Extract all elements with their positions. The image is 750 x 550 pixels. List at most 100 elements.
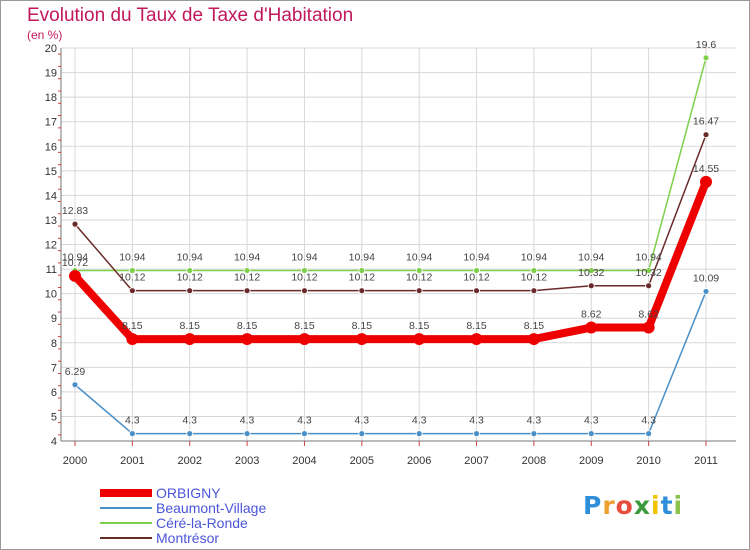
data-point-beaumont-village <box>128 430 136 438</box>
data-point-montresor <box>186 287 194 295</box>
legend-label-orbigny: ORBIGNY <box>156 484 221 501</box>
data-point-montresor <box>702 131 710 139</box>
legend-item-beaumont-village[interactable]: Beaumont-Village <box>100 499 267 516</box>
data-label-orbigny: 8.15 <box>466 320 487 332</box>
series-line-orbigny <box>71 177 710 344</box>
data-label-montresor: 10.12 <box>291 272 317 284</box>
legend-item-montresor[interactable]: Montrésor <box>100 529 220 546</box>
data-label-orbigny: 8.15 <box>237 320 258 332</box>
logo-letter: x <box>633 491 651 520</box>
proxiti-logo: Proxiti <box>583 491 683 520</box>
logo-letter: i <box>673 491 684 520</box>
data-point-beaumont-village <box>530 430 538 438</box>
data-label-montresor: 10.12 <box>349 272 375 284</box>
legend-label-beaumont-village: Beaumont-Village <box>156 499 267 516</box>
data-point-orbigny <box>69 269 81 282</box>
legend-item-cere-la-ronde[interactable]: Céré-la-Ronde <box>100 515 248 531</box>
data-point-orbigny <box>298 333 311 346</box>
data-label-beaumont-village: 4.3 <box>412 415 427 427</box>
x-tick-label: 2004 <box>292 455 316 467</box>
data-label-beaumont-village: 4.3 <box>584 415 599 427</box>
data-point-montresor <box>128 287 136 295</box>
logo-letter: i <box>651 491 661 520</box>
data-point-cere-la-ronde <box>587 267 595 274</box>
data-point-beaumont-village <box>473 430 480 438</box>
data-point-montresor <box>71 220 79 228</box>
series-line-beaumont-village <box>74 290 707 435</box>
y-tick-label: 15 <box>45 166 57 178</box>
y-tick-label: 16 <box>45 141 57 153</box>
y-tick-label: 8 <box>51 338 57 350</box>
data-label-beaumont-village: 4.3 <box>297 415 312 427</box>
legend-swatch-cere-la-ronde <box>100 521 152 524</box>
logo-letter: r <box>602 491 616 520</box>
data-label-montresor: 10.12 <box>406 272 432 284</box>
x-tick-label: 2006 <box>407 455 431 467</box>
y-tick-label: 19 <box>45 68 57 80</box>
data-point-cere-la-ronde <box>128 267 136 274</box>
data-point-orbigny <box>700 175 712 188</box>
data-point-cere-la-ronde <box>702 54 710 62</box>
series-line-montresor <box>74 133 707 292</box>
y-tick-label: 4 <box>51 436 57 448</box>
data-label-orbigny: 8.15 <box>524 320 545 332</box>
data-point-orbigny <box>585 321 598 334</box>
data-label-orbigny: 8.62 <box>581 309 602 321</box>
data-label-beaumont-village: 4.3 <box>469 415 484 427</box>
data-label-orbigny: 10.72 <box>62 257 88 269</box>
logo-letter: t <box>660 491 674 520</box>
y-tick-label: 6 <box>51 387 57 399</box>
chart-subtitle: (en %) <box>27 28 63 42</box>
data-label-beaumont-village: 4.3 <box>182 415 197 427</box>
data-point-montresor <box>473 287 480 295</box>
data-label-cere-la-ronde: 10.94 <box>578 252 604 264</box>
data-point-orbigny <box>241 333 254 346</box>
data-label-beaumont-village: 10.09 <box>693 272 719 284</box>
x-tick-label: 2010 <box>636 455 660 467</box>
data-point-orbigny <box>183 333 196 346</box>
x-tick-label: 2008 <box>522 455 546 467</box>
data-point-montresor <box>587 282 595 290</box>
data-point-orbigny <box>126 333 139 346</box>
data-label-orbigny: 8.15 <box>409 320 430 332</box>
data-point-cere-la-ronde <box>186 267 194 274</box>
data-label-beaumont-village: 4.3 <box>527 415 542 427</box>
x-tick-label: 2002 <box>177 455 201 467</box>
data-label-orbigny: 14.55 <box>693 163 719 175</box>
y-tick-label: 12 <box>45 240 57 252</box>
data-label-beaumont-village: 6.29 <box>65 366 86 378</box>
series-line-cere-la-ronde <box>74 57 707 272</box>
data-label-beaumont-village: 4.3 <box>240 415 255 427</box>
data-label-montresor: 10.12 <box>177 272 203 284</box>
y-tick-label: 18 <box>45 92 57 104</box>
data-label-orbigny: 8.15 <box>180 320 201 332</box>
data-label-montresor: 10.12 <box>521 272 547 284</box>
data-point-montresor <box>358 287 366 295</box>
data-point-montresor <box>243 287 251 295</box>
data-label-cere-la-ronde: 10.94 <box>119 252 145 264</box>
data-point-cere-la-ronde <box>473 267 480 274</box>
data-point-orbigny <box>642 321 655 334</box>
data-label-montresor: 10.12 <box>234 272 260 284</box>
data-label-montresor: 10.32 <box>578 267 604 279</box>
data-point-beaumont-village <box>243 430 251 438</box>
data-label-beaumont-village: 4.3 <box>355 415 370 427</box>
data-label-cere-la-ronde: 10.94 <box>463 252 489 264</box>
x-tick-label: 2001 <box>120 455 144 467</box>
data-point-beaumont-village <box>415 430 423 438</box>
legend-swatch-montresor <box>100 536 152 539</box>
data-label-beaumont-village: 4.3 <box>125 415 140 427</box>
data-point-cere-la-ronde <box>415 267 423 274</box>
legend-item-orbigny[interactable]: ORBIGNY <box>100 484 221 501</box>
y-tick-label: 5 <box>51 411 57 423</box>
data-label-montresor: 16.47 <box>693 116 719 128</box>
logo-letter: o <box>615 491 634 520</box>
x-tick-label: 2007 <box>464 455 488 467</box>
legend-label-montresor: Montrésor <box>156 529 220 546</box>
data-label-montresor: 10.12 <box>119 272 145 284</box>
chart-title: Evolution du Taux de Taxe d'Habitation <box>27 5 354 26</box>
y-tick-label: 10 <box>45 289 57 301</box>
data-point-montresor <box>530 287 538 295</box>
